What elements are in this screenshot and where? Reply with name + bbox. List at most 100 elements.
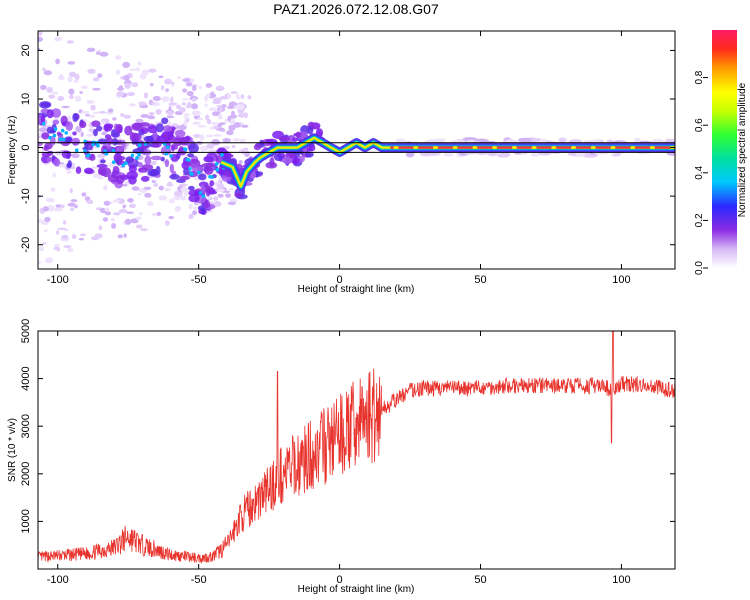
- spectrogram-blob: [151, 140, 162, 148]
- spectrogram-noise: [237, 113, 245, 118]
- spectrogram-noise: [138, 212, 143, 216]
- spectrogram-noise: [240, 94, 245, 100]
- snr-ytick-label: 3000: [20, 414, 32, 438]
- spectrogram-noise: [171, 123, 179, 128]
- spectrogram-ridge-highlight: [413, 146, 419, 149]
- spectrogram-blob: [169, 163, 175, 174]
- spectrogram-blob: [253, 171, 264, 176]
- spectrogram-noise: [217, 193, 224, 198]
- spectrogram-peak: [130, 153, 135, 158]
- spectrogram-blob: [91, 120, 101, 127]
- spectrogram-noise: [179, 195, 187, 201]
- spectrogram-blob: [41, 132, 50, 140]
- spectrogram-blob: [281, 156, 293, 164]
- spectrogram-noise: [216, 183, 224, 189]
- spectrogram-noise: [38, 218, 43, 224]
- colorbar-tick-label: 0.6: [694, 118, 705, 132]
- spectrogram-blob: [170, 143, 176, 152]
- spectrogram-noise: [98, 110, 107, 114]
- spectrogram-noise: [135, 118, 144, 123]
- spectrogram-noise: [116, 91, 125, 97]
- spectrogram-noise: [71, 153, 80, 159]
- spectrogram-blob: [186, 159, 191, 167]
- spectrogram-noise: [210, 122, 219, 125]
- spectrogram-noise: [79, 233, 86, 237]
- spectrogram-noise: [53, 246, 59, 250]
- spectrogram-noise: [115, 55, 122, 60]
- spectrogram-noise: [38, 31, 43, 36]
- spectrogram-ridge-highlight: [610, 146, 616, 149]
- spectrogram-noise: [46, 86, 53, 93]
- spectrogram-noise: [191, 110, 201, 117]
- spectrogram-noise: [63, 245, 72, 248]
- spectrogram-ytick-label: 10: [20, 93, 32, 105]
- snr-xtick-label: -100: [47, 574, 69, 586]
- spectrogram-blob: [273, 153, 283, 162]
- spectrogram-blob: [46, 126, 54, 134]
- spectrogram-noise: [211, 139, 220, 146]
- spectrogram-frame: [37, 30, 676, 270]
- spectrogram-blob: [162, 125, 173, 132]
- spectrogram-noise: [169, 102, 178, 106]
- spectrogram-noise: [66, 40, 74, 44]
- spectrogram-noise: [164, 187, 171, 192]
- spectrogram-peak: [187, 158, 191, 162]
- spectrogram-noise: [38, 261, 42, 264]
- spectrogram-blob: [111, 138, 119, 146]
- spectrogram-noise: [86, 47, 96, 52]
- spectrogram-blob: [65, 121, 73, 132]
- spectrogram-blob: [64, 136, 73, 143]
- spectrogram-blob: [52, 119, 60, 125]
- spectrogram-noise: [70, 207, 74, 212]
- spectrogram-peak: [169, 154, 173, 158]
- spectrogram-x-ticks: -100 -50 0 50 100: [47, 31, 631, 286]
- spectrogram-noise: [67, 76, 73, 83]
- spectrogram-peak: [135, 156, 139, 160]
- spectrogram-noise: [61, 105, 70, 109]
- spectrogram-blob: [144, 155, 152, 166]
- spectrogram-noise: [229, 114, 238, 119]
- spectrogram-noise: [217, 123, 223, 128]
- spectrogram-noise: [213, 133, 223, 137]
- colorbar-label: Normalized spectral amplitude: [737, 82, 748, 217]
- spectrogram-blob: [116, 147, 123, 152]
- spectrogram-noise: [217, 188, 225, 193]
- spectrogram-noise: [205, 134, 214, 138]
- spectrogram-noise: [123, 114, 132, 119]
- spectrogram-noise: [125, 142, 129, 147]
- spectrogram-blob: [96, 125, 103, 132]
- spectrogram-noise: [111, 222, 117, 229]
- spectrogram-noise: [219, 96, 229, 100]
- spectrogram-blob: [161, 117, 169, 125]
- spectrogram-noise: [151, 101, 155, 105]
- spectrogram-noise: [191, 97, 197, 102]
- spectrogram-noise: [206, 93, 211, 98]
- spectrogram-noise: [241, 148, 247, 155]
- spectrogram-noise: [101, 131, 107, 136]
- snr-y-label: SNR (10 * v/v): [7, 418, 18, 482]
- spectrogram-noise: [213, 196, 219, 202]
- spectrogram-blob: [147, 125, 158, 134]
- spectrogram-noise: [99, 51, 109, 57]
- spectrogram-blob: [164, 159, 170, 168]
- spectrogram-blob: [72, 131, 77, 136]
- spectrogram-noise: [136, 224, 143, 229]
- spectrogram-peak: [111, 160, 116, 164]
- spectrogram-blob: [308, 144, 316, 152]
- spectrogram-noise: [146, 201, 154, 207]
- spectrogram-noise: [98, 225, 103, 231]
- spectrogram-blob: [96, 164, 108, 169]
- spectrogram-noise: [102, 217, 109, 222]
- spectrogram-xtick-label: 50: [474, 274, 486, 286]
- spectrogram-noise: [74, 204, 78, 209]
- spectrogram-noise: [236, 103, 246, 110]
- snr-y-ticks: 1000 2000 3000 4000 5000: [20, 319, 675, 534]
- spectrogram-noise: [228, 187, 234, 191]
- spectrogram-noise: [42, 242, 47, 245]
- spectrogram-blob: [200, 206, 206, 215]
- spectrogram-noise: [175, 193, 183, 197]
- spectrogram-blob: [173, 145, 178, 150]
- spectrogram-noise: [123, 74, 130, 81]
- spectrogram-noise: [174, 205, 182, 212]
